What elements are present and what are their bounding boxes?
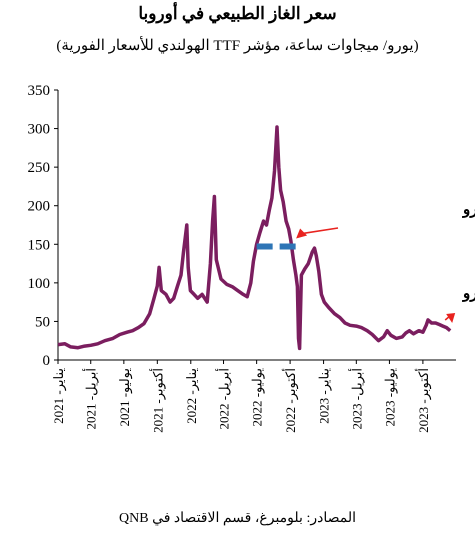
y-tick-label: 150 — [28, 237, 51, 253]
source-note: المصادر: بلومبرغ، قسم الاقتصاد في QNB — [119, 511, 356, 526]
annotation-h2-2022-label: النصف 2-22: 147.1 يورو — [462, 202, 475, 218]
x-tick-label: يوليو- 2021 — [117, 368, 133, 427]
y-tick-label: 100 — [28, 276, 51, 292]
x-tick-label: أبريل- 2021 — [83, 368, 100, 429]
y-tick-label: 250 — [28, 160, 51, 176]
annotation-h2-2022-arrowhead — [296, 228, 308, 239]
x-tick-label: أكتوبر- 2021 — [149, 368, 166, 433]
y-tick-label: 200 — [28, 199, 51, 215]
chart-title: سعر الغاز الطبيعي في أوروبا — [138, 4, 337, 23]
x-tick-label: أبريل- 2022 — [216, 368, 233, 429]
x-tick-label: أكتوبر- 2023 — [415, 368, 432, 433]
annotation-dec-2023-arrowhead — [446, 312, 456, 323]
y-tick-label: 50 — [35, 314, 50, 330]
x-tick-label: يناير- 2023 — [317, 368, 333, 424]
x-tick-label: أكتوبر- 2022 — [282, 368, 299, 433]
chart-subtitle: (يورو/ ميجاوات ساعة، مؤشر TTF الهولندي ل… — [56, 38, 419, 54]
y-tick-label: 350 — [28, 83, 51, 99]
axes — [57, 90, 456, 361]
x-tick-label: أبريل- 2023 — [348, 368, 365, 429]
x-tick-label: يناير- 2021 — [51, 368, 67, 424]
annotations: النصف 2-22: 147.1 يورو ديسمبر-23: 38 يورو — [296, 202, 475, 323]
y-tick-label: 0 — [43, 353, 51, 369]
annotation-h2-2022-arrow — [301, 227, 339, 235]
x-tick-label: يناير- 2022 — [184, 368, 200, 424]
x-tick-label: يوليو- 2022 — [250, 368, 266, 427]
series-line-0 — [57, 125, 452, 351]
y-tick-label: 300 — [28, 122, 51, 138]
y-axis-ticks: 0 50 100 150 200 250 300 350 — [28, 83, 58, 369]
annotation-dec-2023-label: ديسمبر-23: 38 يورو — [462, 286, 475, 302]
series-group — [57, 125, 452, 351]
x-tick-label: يوليو- 2023 — [382, 368, 398, 427]
x-axis-ticks: يناير- 2021 أبريل- 2021 يوليو- 2021 أكتوبر-… — [51, 360, 432, 433]
